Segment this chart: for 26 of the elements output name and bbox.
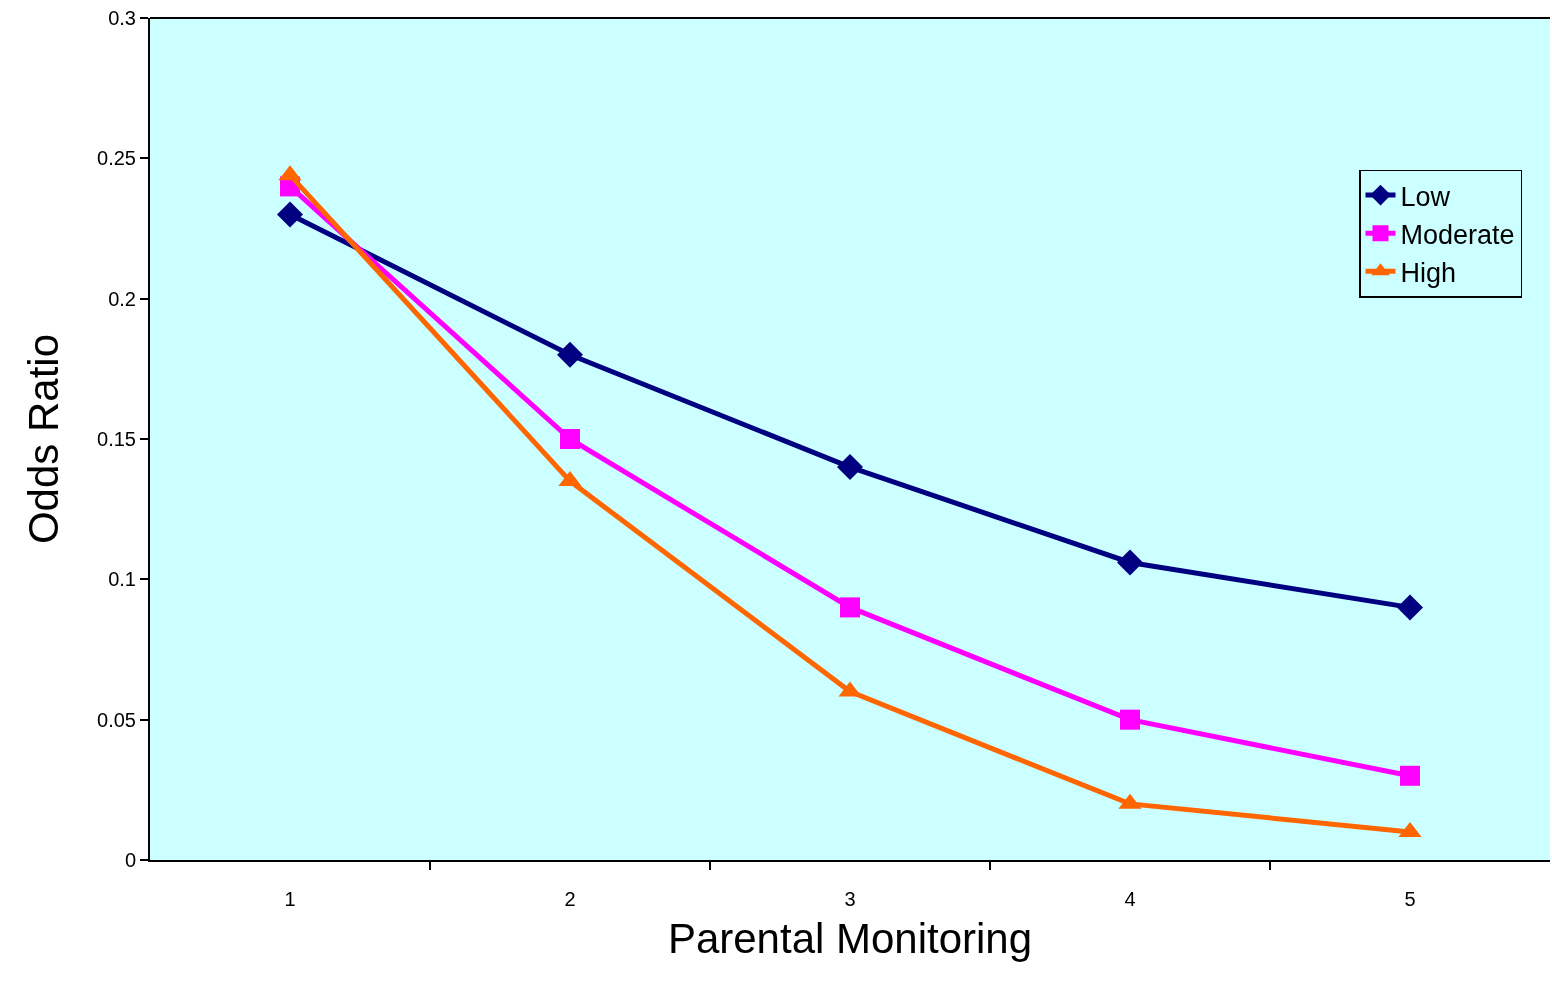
y-tick-label: 0.25 <box>97 147 136 170</box>
y-tick-label: 0.05 <box>97 708 136 731</box>
x-tick-label: 1 <box>284 888 296 910</box>
legend-label: Moderate <box>1400 219 1515 250</box>
y-tick-label: 0.1 <box>108 568 136 591</box>
x-tick-label: 2 <box>564 888 576 910</box>
legend-label: Low <box>1400 181 1451 212</box>
point <box>277 201 303 228</box>
y-tick-label: 0.3 <box>108 7 136 29</box>
point <box>1400 765 1420 786</box>
x-tick-label: 4 <box>1124 888 1136 910</box>
point <box>1397 594 1423 621</box>
y-tick-label: 0.15 <box>97 428 136 450</box>
point <box>1120 709 1140 730</box>
point <box>557 341 583 368</box>
point <box>1117 549 1143 576</box>
x-axis-title: Parental Monitoring <box>667 915 1033 963</box>
y-axis-title: Odds Ratio <box>20 333 68 545</box>
x-tick-label: 5 <box>1404 888 1416 910</box>
x-tick-label: 3 <box>844 888 856 910</box>
point <box>837 454 863 481</box>
y-tick-label: 0 <box>124 849 136 871</box>
legend-label: High <box>1400 257 1457 288</box>
y-tick-label: 0.2 <box>108 287 136 310</box>
point <box>560 429 580 449</box>
point <box>840 597 860 618</box>
